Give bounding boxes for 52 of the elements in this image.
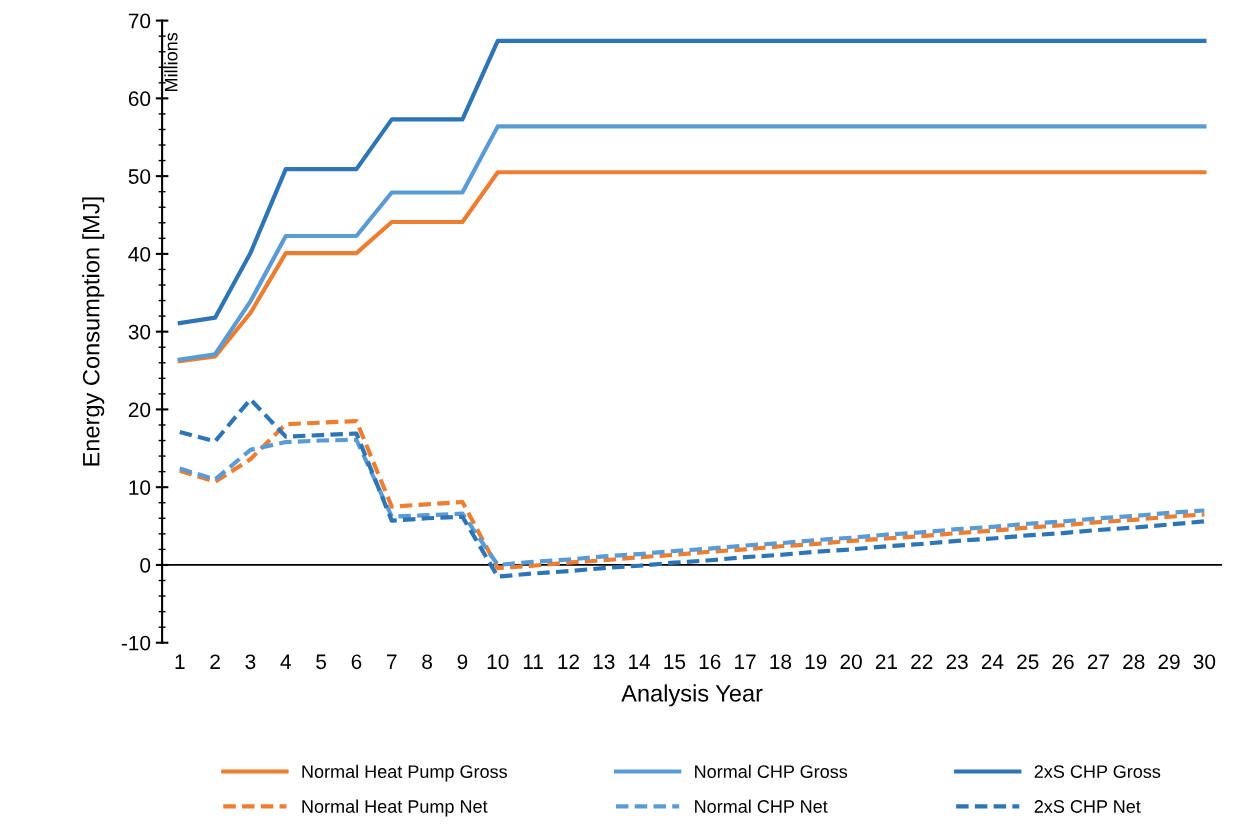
x-tick-label: 15 <box>664 654 686 670</box>
x-tick-label: 19 <box>805 654 827 670</box>
legend-label: Normal Heat Pump Net <box>302 799 488 817</box>
x-tick-label: 25 <box>1017 654 1039 670</box>
x-tick-label: 13 <box>593 654 615 670</box>
x-tick-label: 5 <box>316 654 327 670</box>
x-tick-label: 23 <box>946 654 968 670</box>
x-tick-label: 2 <box>210 654 220 669</box>
y-tick-label: 50 <box>128 169 151 184</box>
legend-label: Normal CHP Net <box>695 799 828 813</box>
x-tick-label: 24 <box>981 654 1004 669</box>
y-tick-label: -10 <box>121 635 151 651</box>
x-tick-label: 20 <box>840 654 862 670</box>
y-tick-label: 30 <box>128 324 151 340</box>
legend-label: Normal CHP Gross <box>695 764 848 778</box>
y-tick-label: 70 <box>128 13 151 29</box>
x-tick-label: 29 <box>1158 654 1180 670</box>
y-tick-label: 60 <box>128 91 151 107</box>
x-tick-label: 14 <box>629 654 651 669</box>
y-tick-label: 10 <box>129 480 151 495</box>
line-series <box>177 124 1207 362</box>
x-tick-label: 8 <box>422 654 432 670</box>
y-tick-label: 20 <box>128 402 151 418</box>
annotation: Millions <box>164 32 178 91</box>
line-series <box>177 170 1207 364</box>
y-tick-label: 0 <box>140 557 151 573</box>
x-tick-label: 16 <box>699 654 721 670</box>
x-tick-label: 27 <box>1087 654 1109 669</box>
line-series <box>177 397 1207 579</box>
y-axis-title: Energy Consumption [MJ] <box>82 197 105 466</box>
x-tick-label: 6 <box>351 654 362 670</box>
x-axis-title: Analysis Year <box>621 684 763 707</box>
y-tick-label: 40 <box>128 246 151 262</box>
x-tick-label: 3 <box>245 654 256 670</box>
x-tick-label: 30 <box>1193 654 1216 670</box>
x-tick-label: 26 <box>1052 654 1074 670</box>
x-tick-label: 11 <box>523 654 543 669</box>
x-tick-label: 28 <box>1123 654 1145 670</box>
legend-label: Normal Heat Pump Gross <box>302 764 507 782</box>
x-tick-label: 4 <box>280 654 291 669</box>
x-tick-label: 22 <box>911 654 933 669</box>
x-tick-label: 21 <box>875 654 897 669</box>
x-tick-label: 10 <box>487 654 509 670</box>
x-tick-label: 17 <box>735 654 756 669</box>
x-tick-label: 1 <box>175 654 185 669</box>
x-tick-label: 7 <box>387 654 397 669</box>
legend-label: 2xS CHP Gross <box>1034 765 1161 778</box>
line-series <box>177 38 1207 326</box>
x-tick-label: 12 <box>558 654 579 669</box>
legend-label: 2xS CHP Net <box>1034 800 1141 813</box>
x-tick-label: 18 <box>770 654 792 670</box>
x-tick-label: 9 <box>457 654 468 670</box>
